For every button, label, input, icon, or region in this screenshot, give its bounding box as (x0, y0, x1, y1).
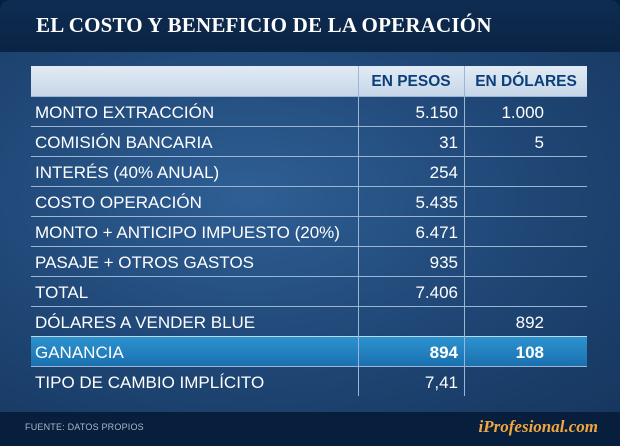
column-header-pesos: EN PESOS (371, 73, 451, 90)
row-value-dolares: 108 (515, 343, 544, 362)
row-label: TIPO DE CAMBIO IMPLÍCITO (35, 373, 265, 392)
row-value-pesos: 894 (429, 343, 458, 362)
row-value-pesos: 5.150 (415, 103, 458, 122)
row-value-pesos: 254 (429, 163, 458, 182)
table-row: MONTO + ANTICIPO IMPUESTO (20%) 6.471 (31, 216, 587, 247)
table-row: PASAJE + OTROS GASTOS 935 (31, 246, 587, 277)
row-value-dolares: 5 (534, 133, 544, 152)
page-title: EL COSTO Y BENEFICIO DE LA OPERACIÓN (36, 13, 492, 37)
column-divider (358, 66, 359, 396)
row-label: TOTAL (35, 283, 89, 302)
row-value-dolares (464, 187, 544, 217)
table-row-highlight: GANANCIA 894 108 (31, 336, 587, 367)
table-header-row: EN PESOS EN DÓLARES (31, 66, 587, 96)
row-value-dolares: 1.000 (501, 103, 544, 122)
table-row: TOTAL 7.406 (31, 276, 587, 307)
row-label: MONTO EXTRACCIÓN (35, 103, 215, 122)
row-label: DÓLARES A VENDER BLUE (35, 313, 256, 332)
column-header-dolares: EN DÓLARES (475, 73, 577, 90)
row-value-pesos: 935 (429, 253, 458, 272)
row-value-pesos: 31 (439, 133, 458, 152)
table-row: DÓLARES A VENDER BLUE 892 (31, 306, 587, 337)
row-label: COMISIÓN BANCARIA (35, 133, 213, 152)
row-value-pesos (358, 307, 458, 337)
source-note: FUENTE: DATOS PROPIOS (25, 422, 144, 432)
table-row: COSTO OPERACIÓN 5.435 (31, 186, 587, 217)
table-row: MONTO EXTRACCIÓN 5.150 1.000 (31, 96, 587, 127)
row-value-pesos: 7.406 (415, 283, 458, 302)
row-label: COSTO OPERACIÓN (35, 193, 202, 212)
row-label: PASAJE + OTROS GASTOS (35, 253, 255, 272)
footer: FUENTE: DATOS PROPIOS iProfesional.com (0, 412, 620, 446)
row-value-dolares (464, 157, 544, 187)
row-value-pesos: 7,41 (424, 373, 458, 392)
row-value-pesos: 6.471 (415, 223, 458, 242)
table-row: INTERÉS (40% ANUAL) 254 (31, 156, 587, 187)
row-value-dolares (464, 247, 544, 277)
row-value-dolares (464, 367, 544, 397)
table-row: TIPO DE CAMBIO IMPLÍCITO 7,41 (31, 366, 587, 397)
row-value-pesos: 5.435 (415, 193, 458, 212)
row-label: INTERÉS (40% ANUAL) (35, 163, 220, 182)
table-row: COMISIÓN BANCARIA 31 5 (31, 126, 587, 157)
row-label: GANANCIA (35, 343, 124, 362)
title-bar: EL COSTO Y BENEFICIO DE LA OPERACIÓN (0, 0, 620, 52)
row-label: MONTO + ANTICIPO IMPUESTO (20%) (35, 223, 340, 242)
row-value-dolares (464, 277, 544, 307)
brand-logo: iProfesional.com (478, 417, 598, 436)
row-value-dolares (464, 217, 544, 247)
cost-benefit-table: EN PESOS EN DÓLARES MONTO EXTRACCIÓN 5.1… (31, 66, 587, 396)
column-divider (464, 66, 465, 396)
row-value-dolares: 892 (515, 313, 544, 332)
